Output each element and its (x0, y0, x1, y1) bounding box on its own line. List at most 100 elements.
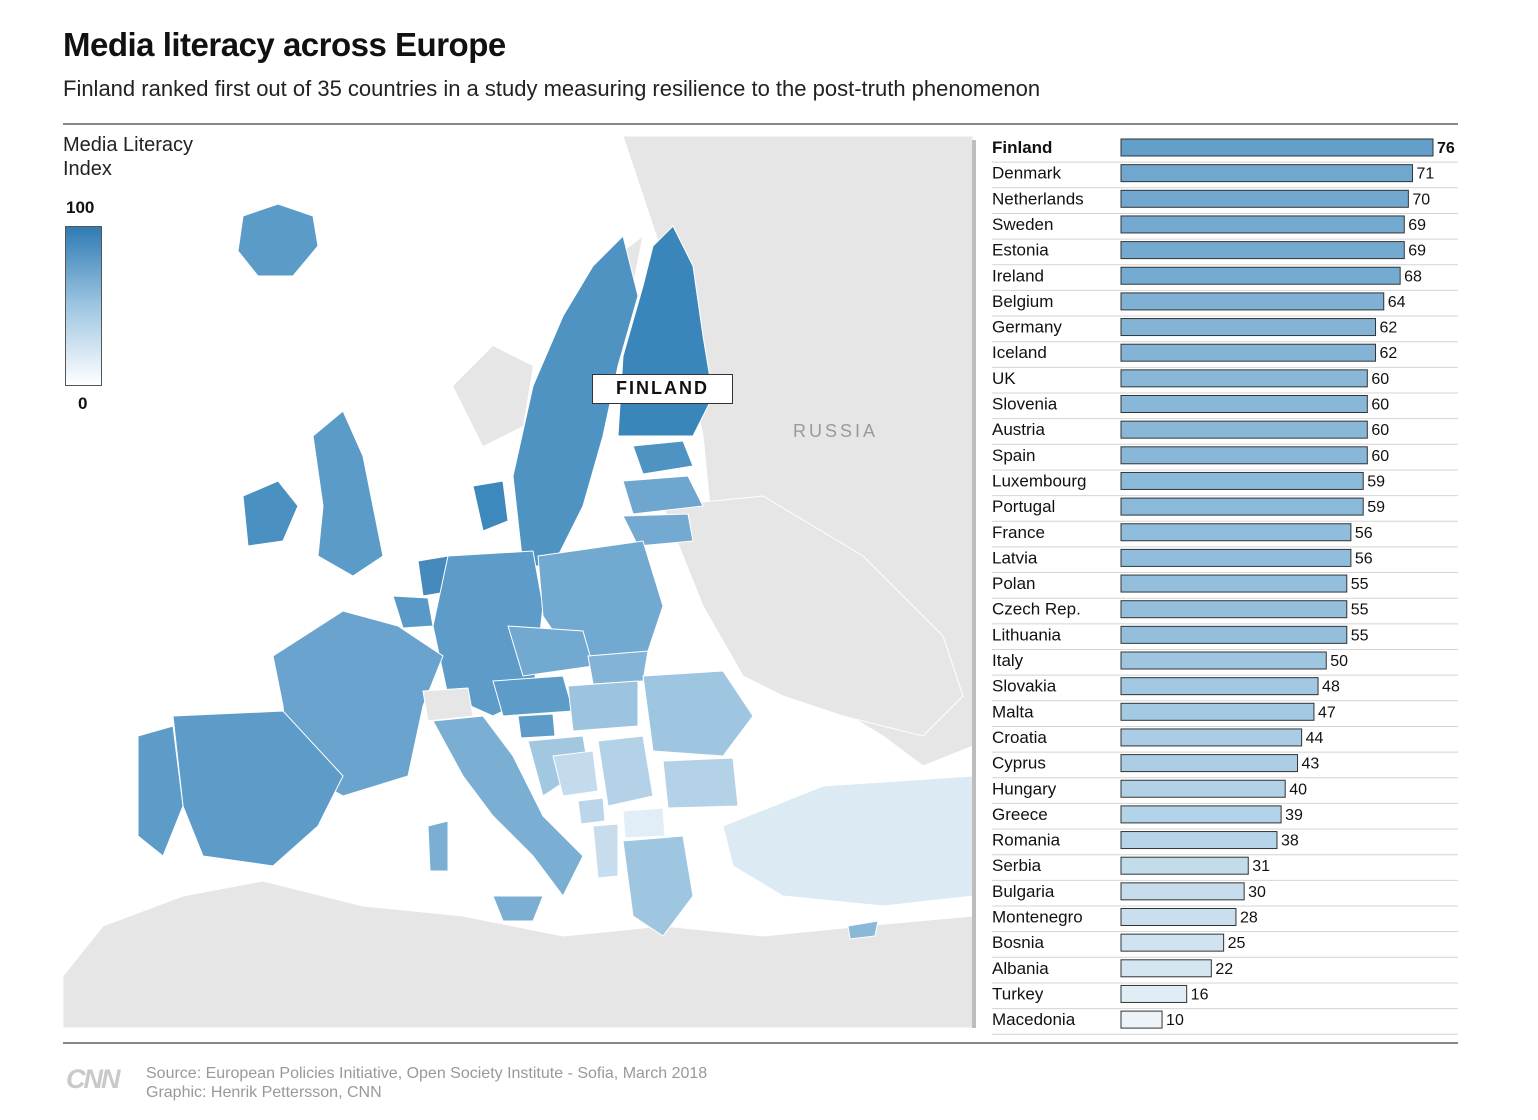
legend-title: Media Literacy Index (63, 134, 194, 180)
bar (1120, 959, 1212, 978)
country-label: Romania (992, 831, 1061, 850)
bar (1120, 625, 1348, 644)
panel-divider (972, 140, 976, 1028)
value-label: 64 (1388, 294, 1406, 311)
turkey-region (722, 775, 973, 907)
bulgaria-region (662, 757, 739, 809)
value-label: 69 (1408, 217, 1426, 234)
lithuania-region (622, 513, 694, 547)
legend-max-label: 100 (66, 198, 95, 217)
bar (1120, 779, 1286, 798)
country-label: Spain (992, 446, 1035, 465)
eastern-landmass (662, 495, 964, 737)
bar (1120, 138, 1434, 157)
slovakia-region (587, 650, 649, 685)
value-label: 48 (1322, 679, 1340, 696)
value-label: 60 (1371, 422, 1389, 439)
value-label: 16 (1191, 986, 1209, 1003)
bar (1120, 933, 1225, 952)
bar (1120, 215, 1405, 234)
bar (1120, 471, 1364, 490)
value-label: 70 (1412, 191, 1430, 208)
source-line: Source: European Policies Initiative, Op… (146, 1065, 708, 1082)
bar (1120, 164, 1413, 183)
bar (1120, 395, 1368, 413)
value-label: 62 (1380, 320, 1398, 337)
top-rule (63, 123, 1458, 125)
value-label: 30 (1248, 884, 1266, 901)
country-label: Cyprus (992, 754, 1046, 773)
bar (1120, 266, 1401, 285)
bottom-rule (63, 1042, 1458, 1044)
greece-region (622, 835, 694, 937)
credit-line: Graphic: Henrik Pettersson, CNN (146, 1084, 382, 1101)
bar (1120, 1010, 1163, 1029)
value-label: 47 (1318, 704, 1336, 721)
denmark-region (472, 480, 509, 532)
value-label: 28 (1240, 910, 1258, 927)
estonia-region (632, 440, 694, 475)
country-label: Luxembourg (992, 471, 1087, 490)
country-label: Ireland (992, 266, 1044, 285)
country-label: Belgium (992, 292, 1053, 311)
value-label: 62 (1380, 345, 1398, 362)
country-label: Slovenia (992, 395, 1058, 414)
country-label: Bosnia (992, 933, 1045, 952)
switzerland-region (422, 687, 474, 722)
bar (1120, 882, 1245, 901)
value-label: 60 (1371, 371, 1389, 388)
iceland-region (237, 203, 319, 277)
europe-map (63, 136, 973, 1028)
value-label: 40 (1289, 781, 1307, 798)
country-label: Netherlands (992, 189, 1084, 208)
romania-region (642, 670, 754, 757)
bar (1120, 754, 1299, 773)
ireland-region (242, 480, 299, 547)
bar (1120, 831, 1278, 850)
bar (1120, 548, 1352, 567)
value-label: 22 (1215, 961, 1233, 978)
value-label: 55 (1351, 602, 1369, 619)
bar (1120, 574, 1348, 593)
bar (1120, 728, 1303, 747)
value-label: 60 (1371, 397, 1389, 414)
macedonia-region (622, 807, 666, 839)
value-label: 50 (1330, 653, 1348, 670)
bar (1120, 369, 1368, 388)
value-label: 56 (1355, 550, 1373, 567)
country-label: Greece (992, 805, 1048, 824)
bar (1120, 420, 1368, 439)
country-label: Albania (992, 959, 1049, 978)
value-label: 55 (1351, 627, 1369, 644)
value-label: 59 (1367, 473, 1385, 490)
country-label: Turkey (992, 984, 1044, 1003)
value-label: 56 (1355, 525, 1373, 542)
slovenia-region (517, 713, 556, 739)
country-label: Macedonia (992, 1010, 1076, 1029)
italy-region (432, 715, 584, 897)
cnn-logo: CNN (66, 1064, 120, 1094)
bar (1120, 702, 1315, 721)
country-label: Sweden (992, 215, 1053, 234)
country-label: France (992, 523, 1045, 542)
value-label: 10 (1166, 1012, 1184, 1029)
value-label: 55 (1351, 576, 1369, 593)
country-label: Hungary (992, 779, 1057, 798)
uk-region (312, 410, 384, 577)
russia-map-label: RUSSIA (793, 421, 879, 441)
bar (1120, 856, 1249, 875)
country-label: Polan (992, 574, 1035, 593)
value-label: 71 (1416, 166, 1434, 183)
africa-landmass (63, 880, 973, 1028)
bar (1120, 600, 1348, 619)
bosnia-region (552, 750, 599, 797)
country-label: Latvia (992, 548, 1038, 567)
albania-region (592, 823, 619, 879)
serbia-region (597, 735, 654, 807)
sicily-region (492, 895, 544, 922)
country-label: Czech Rep. (992, 600, 1081, 619)
country-label: Denmark (992, 164, 1061, 183)
country-label: Montenegro (992, 908, 1083, 927)
latvia-region (622, 475, 704, 515)
hungary-region (567, 680, 639, 732)
